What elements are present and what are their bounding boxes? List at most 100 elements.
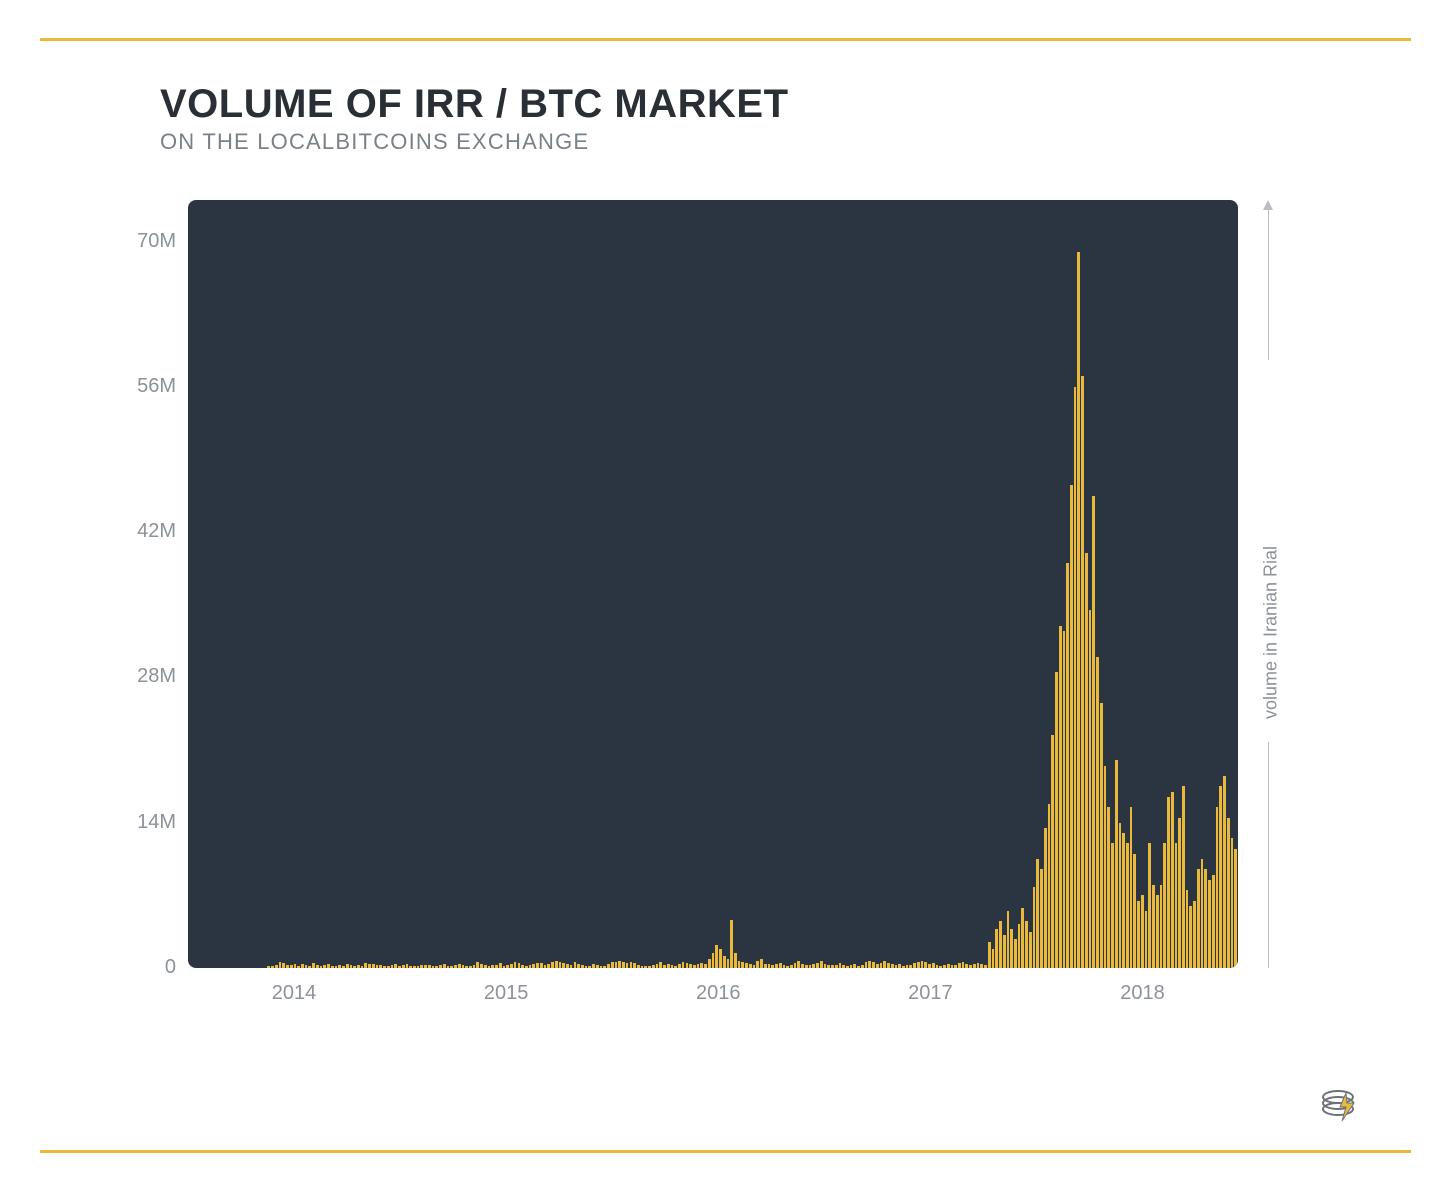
bar [275, 965, 278, 968]
bar [741, 962, 744, 968]
bar [880, 963, 883, 968]
bar [1021, 908, 1024, 968]
bar [1175, 843, 1178, 968]
bar [794, 963, 797, 968]
bar [771, 965, 774, 968]
bar [939, 966, 942, 968]
bar [760, 959, 763, 968]
bar [977, 963, 980, 968]
bar [812, 964, 815, 968]
bar [708, 959, 711, 968]
bar [995, 929, 998, 968]
bar [394, 964, 397, 968]
bar [712, 953, 715, 968]
bar [480, 964, 483, 968]
bar [308, 966, 311, 968]
bar [1025, 921, 1028, 968]
bar [454, 965, 457, 968]
bar [402, 965, 405, 968]
chart-title: VOLUME OF IRR / BTC MARKET [160, 82, 789, 127]
bar [775, 964, 778, 968]
bar [1216, 807, 1219, 968]
bar [917, 962, 920, 968]
bar [913, 963, 916, 968]
bar [768, 964, 771, 968]
bar [346, 964, 349, 968]
bar [924, 962, 927, 968]
bar [316, 965, 319, 968]
x-tick-label: 2016 [678, 982, 758, 1005]
bar [518, 963, 521, 968]
bar [469, 966, 472, 968]
bar [338, 965, 341, 968]
bar [745, 963, 748, 968]
bar [656, 964, 659, 968]
bottom-rule [40, 1150, 1411, 1153]
bar [816, 963, 819, 968]
top-rule [40, 38, 1411, 41]
bar [1040, 869, 1043, 968]
chart-card: VOLUME OF IRR / BTC MARKET ON THE LOCALB… [40, 0, 1411, 1180]
bar [510, 964, 513, 968]
bar [379, 965, 382, 968]
bar [574, 962, 577, 968]
bar [600, 966, 603, 968]
bar [842, 965, 845, 968]
bar [1089, 610, 1092, 968]
bar [357, 965, 360, 968]
bar [1100, 703, 1103, 968]
bar [909, 965, 912, 968]
bar [633, 963, 636, 968]
bar [1227, 818, 1230, 968]
bar [536, 963, 539, 968]
bar [693, 965, 696, 968]
bar [962, 962, 965, 968]
y-tick-label: 70M [100, 230, 176, 253]
bar [783, 965, 786, 968]
bar [350, 965, 353, 968]
bar [320, 966, 323, 968]
bar [1152, 885, 1155, 968]
bar [1130, 807, 1133, 968]
bar [376, 965, 379, 968]
bar [637, 965, 640, 968]
bar [682, 962, 685, 968]
bar [577, 964, 580, 968]
bar [753, 965, 756, 968]
bar [282, 963, 285, 968]
bar [1070, 485, 1073, 968]
bar [1219, 786, 1222, 968]
bar [503, 966, 506, 968]
bar [876, 964, 879, 968]
bar [667, 964, 670, 968]
bar [428, 965, 431, 968]
bar [663, 965, 666, 968]
bar [958, 963, 961, 968]
bar [301, 964, 304, 968]
bar [797, 961, 800, 968]
y-tick-label: 14M [100, 811, 176, 834]
bar [1163, 843, 1166, 968]
bar [809, 965, 812, 968]
bar [462, 965, 465, 968]
bar [872, 962, 875, 968]
bar [364, 963, 367, 968]
bar [805, 965, 808, 968]
bar [1119, 823, 1122, 968]
bar [686, 963, 689, 968]
bar [1115, 760, 1118, 968]
bar [719, 949, 722, 968]
bar [383, 966, 386, 968]
bar [835, 965, 838, 968]
bar [861, 965, 864, 968]
bar [727, 959, 730, 968]
bar [458, 964, 461, 968]
bar [1167, 797, 1170, 968]
bar [1156, 895, 1159, 968]
bar [626, 963, 629, 968]
bar [659, 962, 662, 968]
bar [409, 966, 412, 968]
bar [398, 966, 401, 968]
bar [618, 961, 621, 968]
bar [1018, 924, 1021, 968]
